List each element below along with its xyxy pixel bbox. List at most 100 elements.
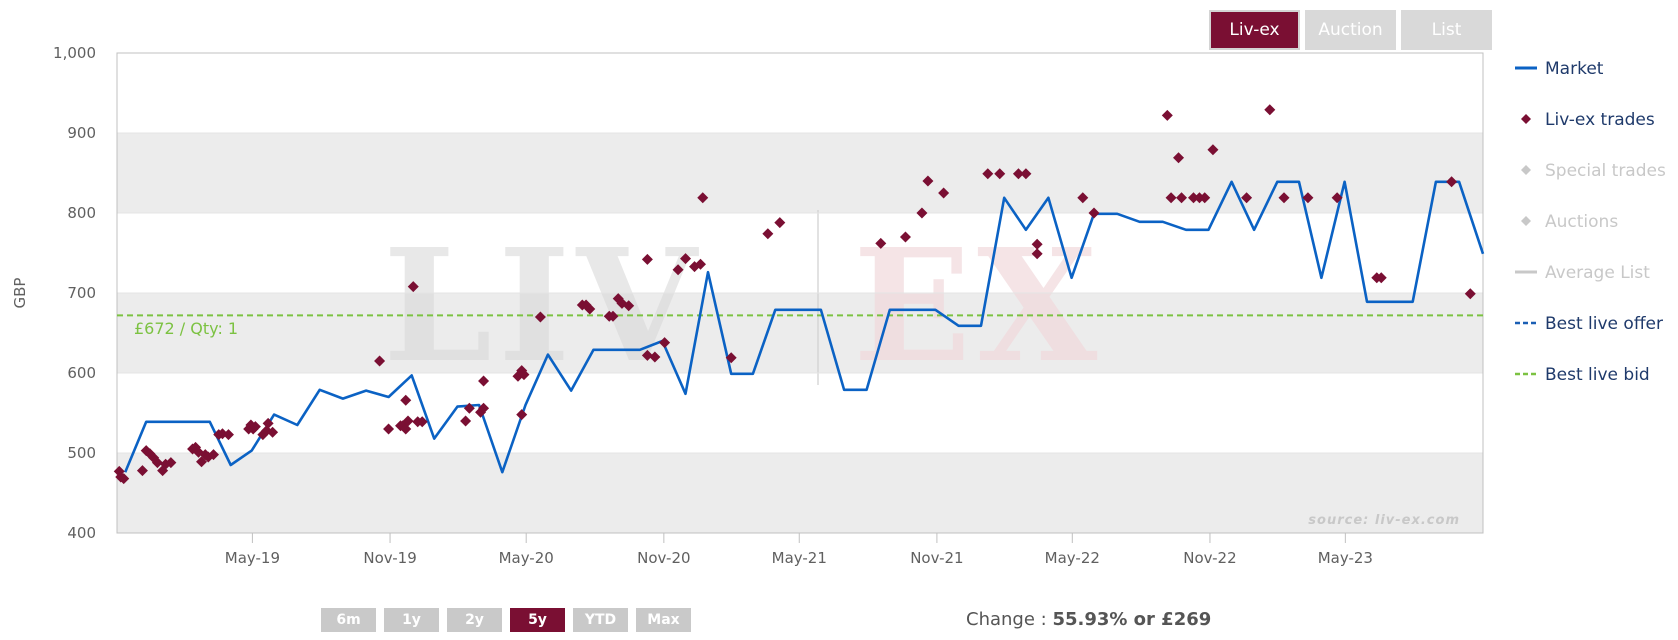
trade-point	[1241, 192, 1253, 204]
legend-label: Average List	[1545, 263, 1650, 283]
trade-point	[922, 175, 934, 187]
range-button-ytd[interactable]: YTD	[573, 608, 628, 632]
range-button-6m[interactable]: 6m	[321, 608, 376, 632]
trade-point	[680, 253, 692, 265]
trade-point	[725, 352, 737, 364]
x-tick-label: May-22	[1045, 549, 1100, 567]
trade-point	[383, 423, 395, 435]
legend-label: Special trades	[1545, 161, 1666, 181]
trade-point	[222, 429, 234, 441]
legend-diamond-swatch	[1521, 165, 1531, 175]
trade-point	[607, 310, 619, 322]
x-tick-label: May-21	[772, 549, 827, 567]
trade-point	[1031, 248, 1043, 260]
trade-point	[534, 311, 546, 323]
trade-point	[1375, 272, 1387, 284]
trade-point	[774, 217, 786, 229]
legend-label: Auctions	[1545, 212, 1618, 232]
trade-point	[478, 375, 490, 387]
trade-point	[267, 426, 279, 438]
trade-point	[641, 349, 653, 361]
legend-item[interactable]: Average List	[1515, 263, 1650, 283]
plot-bands	[117, 133, 1483, 533]
legend-item[interactable]: Special trades	[1521, 161, 1666, 181]
trade-point	[262, 417, 274, 429]
y-axis: 400 500 600 700 800 900 1,000	[53, 44, 96, 542]
trade-point	[899, 231, 911, 243]
range-button-1y[interactable]: 1y	[384, 608, 439, 632]
x-tick-label: Nov-20	[637, 549, 690, 567]
trade-point	[1302, 192, 1314, 204]
trade-point	[407, 281, 419, 293]
trade-point	[165, 457, 177, 469]
legend-item[interactable]: Auctions	[1521, 212, 1618, 232]
trade-point	[649, 351, 661, 363]
trade-point	[402, 415, 414, 427]
legend-item[interactable]: Market	[1515, 59, 1604, 79]
trade-point	[1088, 207, 1100, 219]
watermark-liv: LIV	[383, 214, 703, 397]
trade-point	[1331, 192, 1343, 204]
trade-point	[982, 168, 994, 180]
trade-point	[249, 421, 261, 433]
tab-auction[interactable]: Auction	[1305, 10, 1396, 50]
trade-point	[1446, 176, 1458, 188]
x-tick-label: May-19	[225, 549, 280, 567]
legend-item[interactable]: Liv-ex trades	[1521, 110, 1655, 130]
change-summary: Change : 55.93% or £269	[966, 609, 1211, 630]
legend-label: Market	[1545, 59, 1604, 79]
trade-point	[697, 192, 709, 204]
trade-point	[938, 187, 950, 199]
trade-point	[463, 402, 475, 414]
trade-point	[1077, 192, 1089, 204]
trade-point	[516, 409, 528, 421]
trade-point	[1031, 238, 1043, 250]
market-series	[123, 180, 1485, 474]
legend-diamond-swatch	[1521, 216, 1531, 226]
trade-point	[762, 228, 774, 240]
watermark: LIV EX	[383, 210, 1097, 397]
trade-point	[659, 337, 671, 349]
trade-point	[1176, 192, 1188, 204]
trade-point	[374, 355, 386, 367]
trade-point	[400, 394, 412, 406]
tab-liv-ex[interactable]: Liv-ex	[1209, 10, 1300, 50]
x-axis: May-19 Nov-19 May-20 Nov-20 May-21 Nov-21 May-…	[225, 533, 1373, 567]
range-button-2y[interactable]: 2y	[447, 608, 502, 632]
trade-point	[994, 168, 1006, 180]
trade-point	[518, 369, 530, 381]
plot-band	[117, 133, 1483, 213]
change-label: Change :	[966, 609, 1047, 630]
tab-list[interactable]: List	[1401, 10, 1492, 50]
trade-point	[1173, 152, 1185, 164]
y-tick-label: 800	[67, 204, 96, 222]
y-tick-label: 700	[67, 284, 96, 302]
legend-label: Best live offer	[1545, 314, 1663, 334]
legend-item[interactable]: Best live offer	[1515, 314, 1663, 334]
trade-point	[584, 303, 596, 315]
range-button-max[interactable]: Max	[636, 608, 691, 632]
trade-point	[1464, 288, 1476, 300]
plot-band	[117, 453, 1483, 533]
trade-point	[478, 402, 490, 414]
trade-point	[1278, 192, 1290, 204]
trade-point	[875, 237, 887, 249]
best-live-bid-label: £672 / Qty: 1	[134, 319, 238, 338]
y-axis-label: GBP	[11, 278, 29, 309]
legend-label: Liv-ex trades	[1545, 110, 1655, 130]
trade-point	[672, 264, 684, 276]
y-tick-label: 600	[67, 364, 96, 382]
legend: Market Liv-ex trades Special trades Auction…	[1515, 59, 1666, 385]
y-tick-label: 900	[67, 124, 96, 142]
range-button-5y[interactable]: 5y	[510, 608, 565, 632]
trade-point	[695, 258, 707, 270]
y-tick-label: 400	[67, 524, 96, 542]
change-value: 55.93% or £269	[1052, 609, 1212, 630]
legend-label: Best live bid	[1545, 365, 1650, 385]
plot-band	[117, 293, 1483, 373]
trade-point	[1207, 144, 1219, 156]
trade-point	[1161, 109, 1173, 121]
legend-item[interactable]: Best live bid	[1515, 365, 1650, 385]
trade-point	[641, 253, 653, 265]
trade-point	[1187, 192, 1199, 204]
